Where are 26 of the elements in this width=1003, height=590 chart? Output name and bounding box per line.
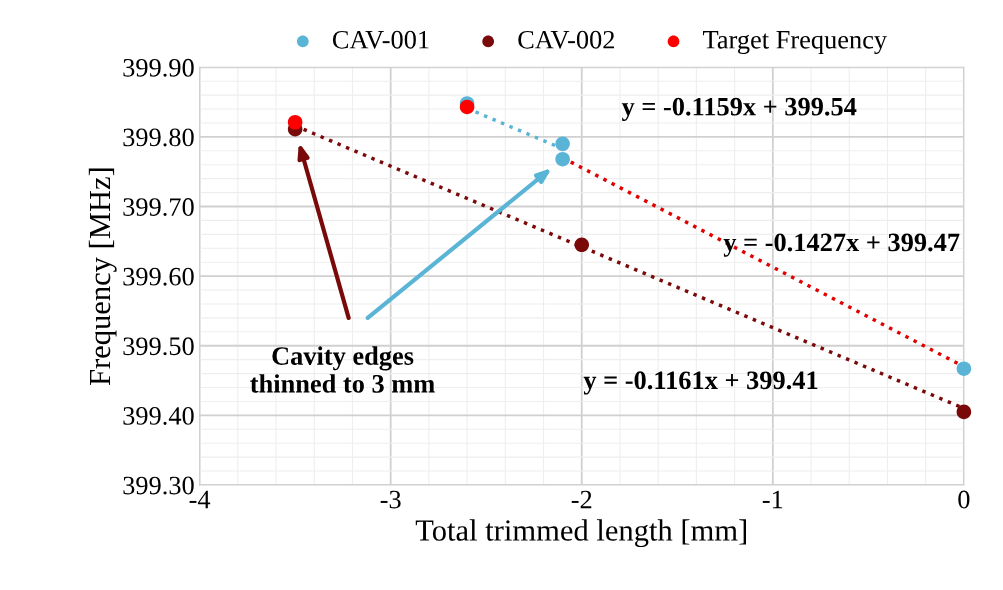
legend-label: Target Frequency [703, 31, 887, 55]
annotation: y = -0.1161x + 399.41 [583, 371, 818, 395]
y-axis-title: Frequency [MHz] [88, 168, 117, 386]
annotation: y = -0.1427x + 399.47 [723, 233, 960, 257]
x-axis-title: Total trimmed length [mm] [415, 519, 746, 548]
x-tick-label: -2 [571, 490, 592, 509]
point [555, 151, 570, 167]
x-tick-label: -1 [762, 490, 783, 509]
x-tick-label: -3 [380, 490, 401, 509]
annotation: Cavity edges thinned to 3 mm [250, 346, 435, 393]
point [574, 237, 590, 253]
x-tick-label: 0 [958, 490, 970, 509]
y-tick-label: 399.50 [123, 337, 194, 356]
point [555, 136, 570, 152]
legend-label: CAV-001 [332, 30, 429, 49]
point [459, 99, 475, 115]
point [287, 114, 303, 130]
y-tick-label: 399.60 [123, 267, 194, 286]
annotation: y = -0.1159x + 399.54 [621, 97, 857, 121]
point [956, 404, 972, 420]
y-tick-label: 399.40 [123, 406, 194, 425]
y-tick-label: 399.70 [123, 198, 194, 217]
y-tick-label: 399.80 [123, 128, 194, 147]
y-tick-label: 399.90 [123, 58, 194, 77]
point [956, 361, 972, 376]
legend-label: CAV-002 [518, 30, 615, 49]
